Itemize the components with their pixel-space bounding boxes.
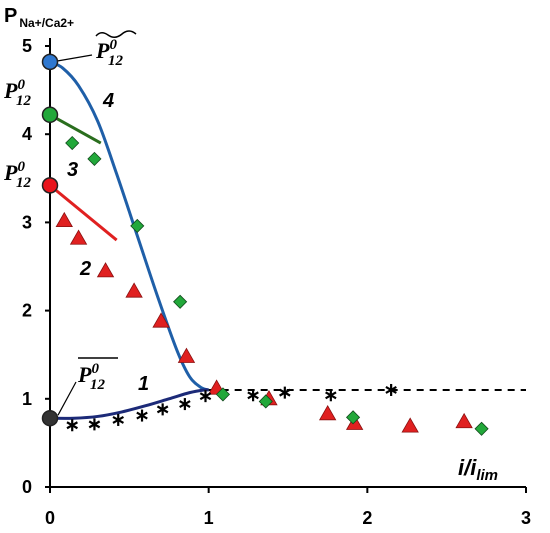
star-marker bbox=[112, 413, 124, 426]
intercept-circle-marker bbox=[41, 409, 59, 427]
diamond-marker bbox=[173, 294, 188, 309]
line-curve1 bbox=[49, 388, 209, 420]
intercept-circle-marker bbox=[41, 106, 59, 124]
triangle-marker bbox=[401, 417, 419, 433]
curve-label-3: 3 bbox=[67, 159, 78, 181]
triangle-marker bbox=[96, 262, 115, 278]
star-marker bbox=[136, 409, 148, 422]
line-curve2 bbox=[49, 184, 118, 242]
diamond-marker bbox=[87, 151, 102, 166]
diamond-marker bbox=[65, 135, 80, 151]
diamond-marker bbox=[215, 387, 231, 402]
star-marker bbox=[66, 419, 78, 432]
y-tick-label: 3 bbox=[22, 212, 32, 232]
triangle-marker bbox=[69, 229, 88, 245]
triangle-marker bbox=[318, 404, 337, 421]
p12-red-label: P0 12 bbox=[3, 159, 31, 191]
x-axis-title: i/ilim bbox=[458, 455, 498, 484]
curve-label-2: 2 bbox=[79, 258, 91, 280]
triangle-marker bbox=[455, 412, 473, 429]
y-tick-label: 1 bbox=[22, 389, 32, 409]
triangle-marker bbox=[125, 282, 143, 298]
p12-tilde-label: P0 12 bbox=[95, 30, 137, 69]
star-marker bbox=[247, 389, 259, 402]
axes: 0 1 2 3 4 5 0 1 2 3 bbox=[22, 36, 531, 528]
diamond-marker bbox=[474, 421, 489, 436]
y-tick-label: 2 bbox=[22, 301, 32, 321]
triangle-marker bbox=[177, 347, 196, 363]
star-marker bbox=[199, 390, 212, 403]
star-marker bbox=[88, 418, 101, 431]
y-axis-title: P Na+/Ca2+ bbox=[4, 5, 74, 30]
p12-bar-label: P0 12 bbox=[77, 357, 118, 393]
data-markers bbox=[41, 53, 489, 436]
star-marker bbox=[385, 383, 397, 396]
diamond-marker bbox=[345, 410, 361, 425]
diamond-marker bbox=[258, 394, 273, 409]
triangle-marker bbox=[55, 211, 73, 228]
star-marker bbox=[156, 403, 169, 416]
x-tick-label: 0 bbox=[45, 508, 55, 528]
diamond-marker bbox=[130, 218, 145, 233]
intercept-circle-marker bbox=[41, 177, 59, 194]
star-marker bbox=[179, 398, 191, 411]
x-tick-label: 3 bbox=[521, 508, 531, 528]
y-tick-label: 5 bbox=[22, 36, 32, 56]
curve-label-4: 4 bbox=[102, 90, 114, 112]
triangle-marker bbox=[152, 312, 170, 328]
line-curve3 bbox=[49, 113, 102, 145]
p12-green-label: P0 12 bbox=[3, 77, 31, 109]
star-marker bbox=[279, 386, 291, 399]
line-curve4 bbox=[49, 60, 210, 392]
star-marker bbox=[325, 389, 337, 402]
x-tick-label: 1 bbox=[204, 508, 214, 528]
p12-bar-leader bbox=[57, 381, 77, 416]
y-tick-label: 0 bbox=[22, 477, 32, 497]
curves bbox=[49, 60, 526, 420]
x-tick-label: 2 bbox=[362, 508, 372, 528]
labels: P Na+/Ca2+ i/ilim P0 12 P0 12 P0 12 P0 12 1 2 3 4 bbox=[3, 5, 498, 484]
y-tick-label: 4 bbox=[22, 124, 32, 144]
p12-tilde-leader bbox=[57, 54, 93, 62]
intercept-circle-marker bbox=[41, 53, 59, 71]
curve-label-1: 1 bbox=[138, 373, 149, 395]
